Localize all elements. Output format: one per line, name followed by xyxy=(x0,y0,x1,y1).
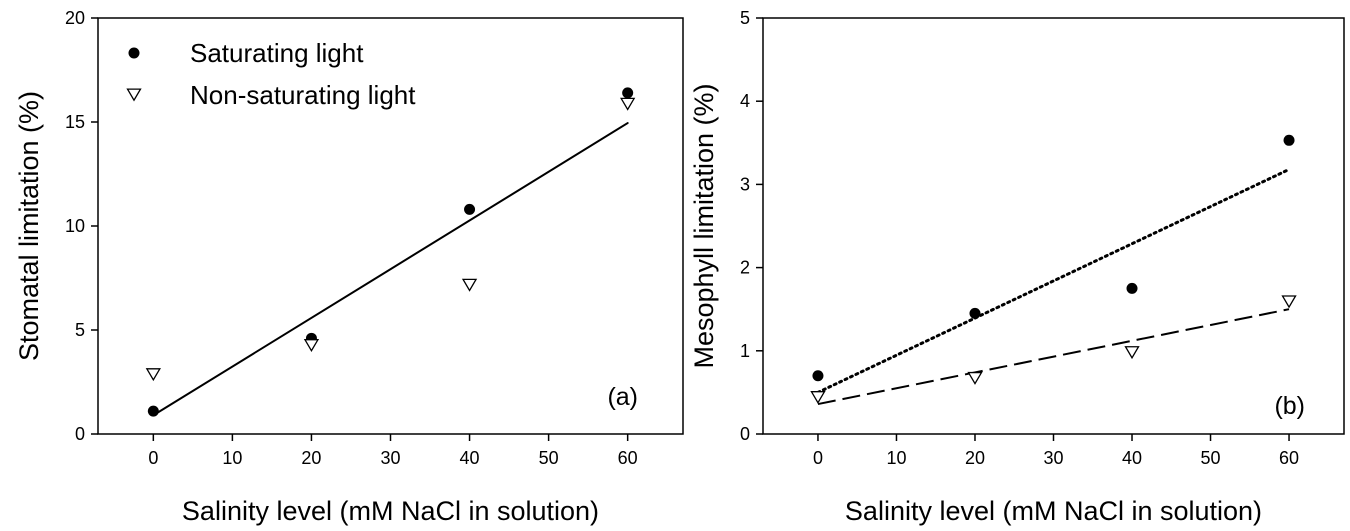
data-point-series-2 xyxy=(461,278,478,292)
y-tick-label: 1 xyxy=(740,341,750,361)
x-tick-label: 0 xyxy=(148,448,158,468)
fit-line-dotted xyxy=(816,167,1291,394)
fit-line-dashed xyxy=(817,308,1290,406)
y-tick-label: 0 xyxy=(75,424,85,444)
x-tick-label: 30 xyxy=(380,448,400,468)
y-axis-label: Stomatal limitation (%) xyxy=(14,91,44,361)
x-tick-label: 40 xyxy=(1122,448,1142,468)
panel-tag: (b) xyxy=(1274,392,1305,420)
data-point-series-2 xyxy=(967,371,983,385)
data-point-series-2 xyxy=(1124,346,1140,360)
panel-b: 0 10 20 30 40 50 60 0 1 2 3 4 5 Salinity level (mM Na… xyxy=(689,8,1345,526)
data-point-series-1 xyxy=(1283,134,1295,146)
y-tick-label: 10 xyxy=(65,216,85,236)
y-tick-label: 3 xyxy=(740,174,750,194)
x-tick-label: 20 xyxy=(301,448,321,468)
x-tick-label: 50 xyxy=(539,448,559,468)
x-axis-label: Salinity level (mM NaCl in solution) xyxy=(845,496,1262,526)
data-point-series-1 xyxy=(812,370,824,382)
data-point-series-1 xyxy=(464,203,476,215)
fit-line-solid xyxy=(152,122,629,417)
x-tick-label: 60 xyxy=(618,448,638,468)
x-tick-label: 10 xyxy=(886,448,906,468)
y-tick-label: 20 xyxy=(65,8,85,28)
data-point-series-2 xyxy=(620,97,636,111)
panel-tag: (a) xyxy=(607,383,638,411)
legend-label: Non-saturating light xyxy=(190,80,416,110)
data-point-series-1 xyxy=(1126,282,1138,294)
y-tick-label: 4 xyxy=(740,91,750,111)
y-tick-label: 0 xyxy=(740,424,750,444)
x-tick-label: 0 xyxy=(813,448,823,468)
legend-marker-series-1 xyxy=(128,47,140,59)
data-point-series-1 xyxy=(969,307,981,319)
x-tick-label: 40 xyxy=(460,448,480,468)
x-tick-label: 50 xyxy=(1201,448,1221,468)
y-tick-label: 2 xyxy=(740,258,750,278)
data-point-series-1 xyxy=(147,405,159,417)
y-tick-label: 15 xyxy=(65,112,85,132)
x-axis-label: Salinity level (mM NaCl in solution) xyxy=(182,496,599,526)
data-point-series-2 xyxy=(810,391,826,405)
y-tick-label: 5 xyxy=(740,8,750,28)
x-tick-label: 30 xyxy=(1043,448,1063,468)
x-tick-label: 60 xyxy=(1279,448,1299,468)
y-axis-label: Mesophyll limitation (%) xyxy=(689,83,719,368)
legend-marker-series-2 xyxy=(126,88,142,102)
data-point-series-2 xyxy=(145,368,161,382)
x-tick-label: 20 xyxy=(965,448,985,468)
x-tick-label: 10 xyxy=(222,448,242,468)
y-tick-label: 5 xyxy=(75,320,85,340)
plot-frame xyxy=(762,17,1345,435)
data-point-series-2 xyxy=(303,339,320,353)
panel-a: 0 10 20 30 40 50 60 0 5 10 15 20 Salinity level (mM … xyxy=(14,8,684,526)
data-point-series-2 xyxy=(1281,295,1297,309)
data-point-series-1 xyxy=(622,87,634,99)
legend-label: Saturating light xyxy=(190,38,364,68)
